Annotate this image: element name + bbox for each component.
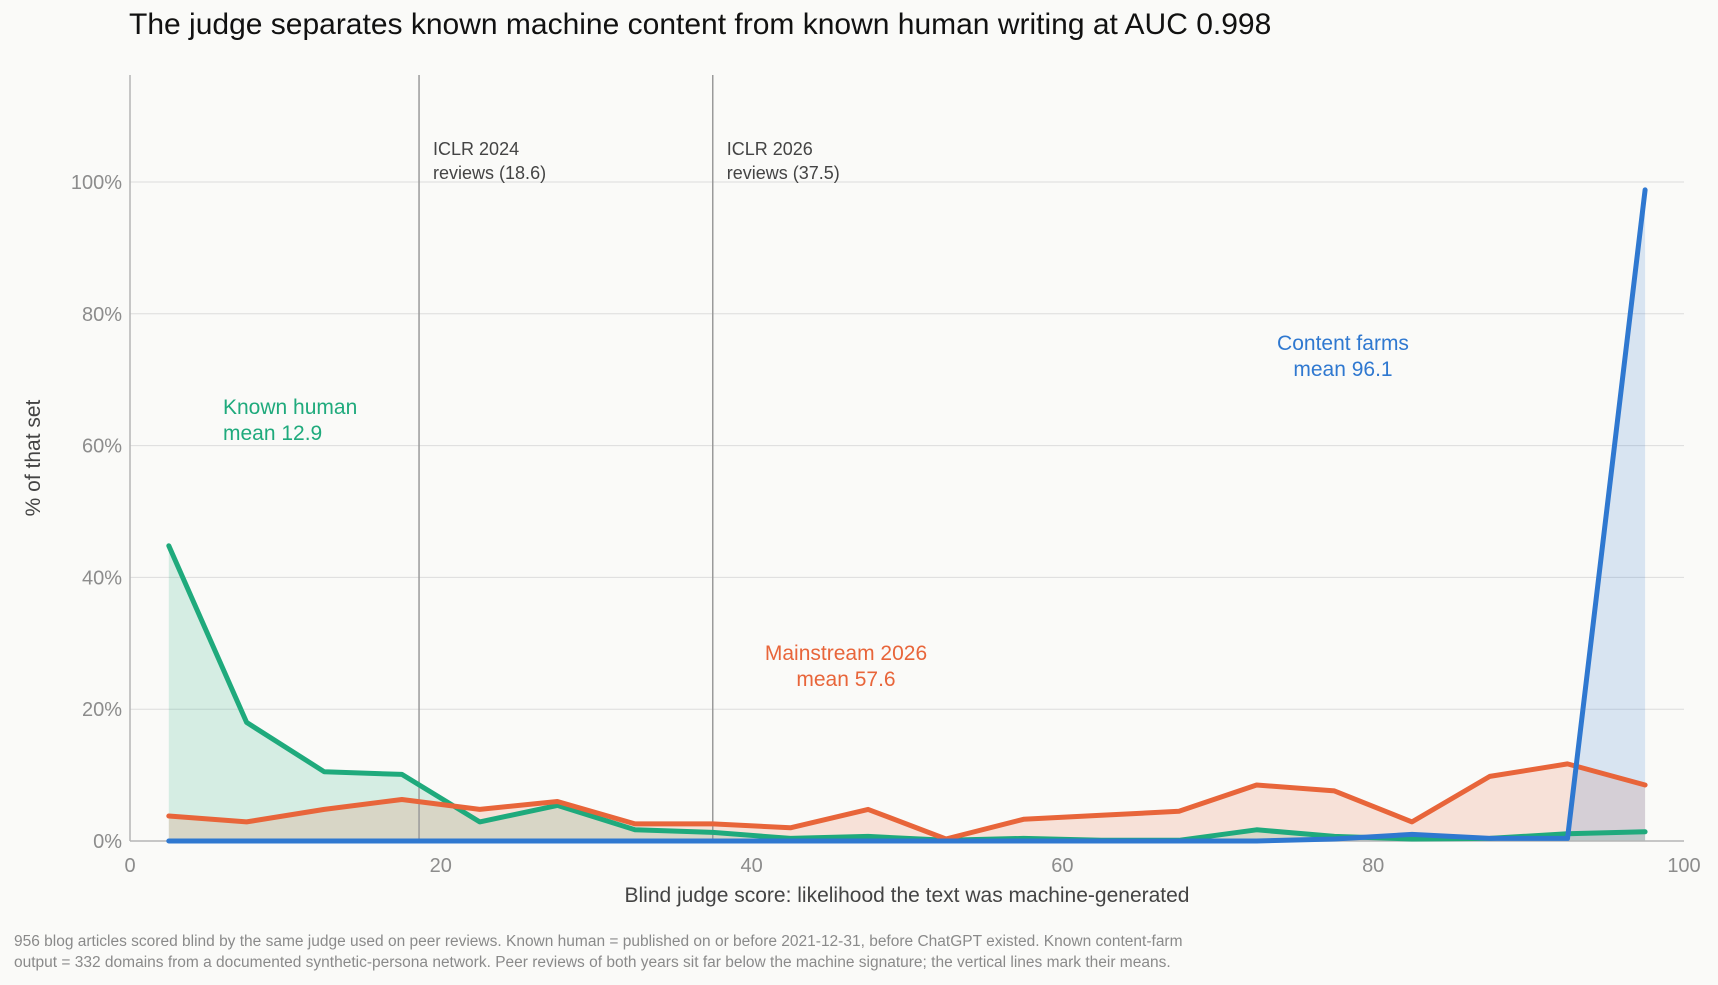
- line-human: [166, 543, 1648, 843]
- footnote-line-1: 956 blog articles scored blind by the sa…: [14, 933, 1183, 950]
- footnote-line-2: output = 332 domains from a documented s…: [14, 954, 1171, 971]
- y-tick-label: 60%: [82, 436, 122, 458]
- mean-line-label-text: ICLR 2026: [727, 139, 813, 159]
- annotation-mainstream: Mainstream 2026 mean 57.6: [765, 642, 927, 691]
- x-tick-label: 20: [430, 855, 452, 877]
- chart-title: The judge separates known machine conten…: [129, 8, 1272, 41]
- mean-line-label-text: ICLR 2024: [433, 139, 519, 159]
- series-areas: [168, 189, 1646, 841]
- y-tick-label: 100%: [71, 172, 122, 194]
- mean-reference-lines: [418, 75, 714, 841]
- x-tick-label: 80: [1362, 855, 1384, 877]
- line-mainstream: [166, 761, 1648, 842]
- y-tick-label: 0%: [93, 831, 122, 853]
- series-lines: [166, 187, 1648, 844]
- annotation-text: Mainstream 2026: [765, 642, 927, 665]
- area-farms: [168, 189, 1646, 841]
- x-tick-label: 60: [1051, 855, 1073, 877]
- mean-line-label-2: ICLR 2026 reviews (37.5): [727, 139, 840, 183]
- annotations: ICLR 2024 reviews (18.6) ICLR 2026 reviews …: [223, 139, 1409, 691]
- x-axis-title: Blind judge score: likelihood the text w…: [624, 884, 1189, 907]
- mean-line-label-text: reviews (37.5): [727, 163, 840, 183]
- annotation-farms: Content farms mean 96.1: [1277, 332, 1409, 381]
- x-tick-label: 100: [1667, 855, 1700, 877]
- line-farms: [166, 187, 1648, 844]
- y-axis-title: % of that set: [22, 399, 45, 516]
- annotation-text: mean 96.1: [1293, 358, 1392, 381]
- mean-line-label-1: ICLR 2024 reviews (18.6): [433, 139, 546, 183]
- grid-lines: [130, 181, 1684, 710]
- annotation-text: Content farms: [1277, 332, 1409, 355]
- annotation-text: mean 57.6: [796, 668, 895, 691]
- x-tick-label: 0: [124, 855, 135, 877]
- area-mainstream: [168, 763, 1646, 841]
- y-tick-label: 40%: [82, 567, 122, 589]
- y-tick-label: 20%: [82, 699, 122, 721]
- footnote: 956 blog articles scored blind by the sa…: [14, 931, 1514, 973]
- x-tick-label: 40: [740, 855, 762, 877]
- annotation-human: Known human mean 12.9: [223, 396, 357, 445]
- annotation-text: mean 12.9: [223, 422, 322, 445]
- area-human: [168, 545, 1646, 841]
- annotation-text: Known human: [223, 396, 357, 419]
- mean-line-label-text: reviews (18.6): [433, 163, 546, 183]
- y-tick-label: 80%: [82, 304, 122, 326]
